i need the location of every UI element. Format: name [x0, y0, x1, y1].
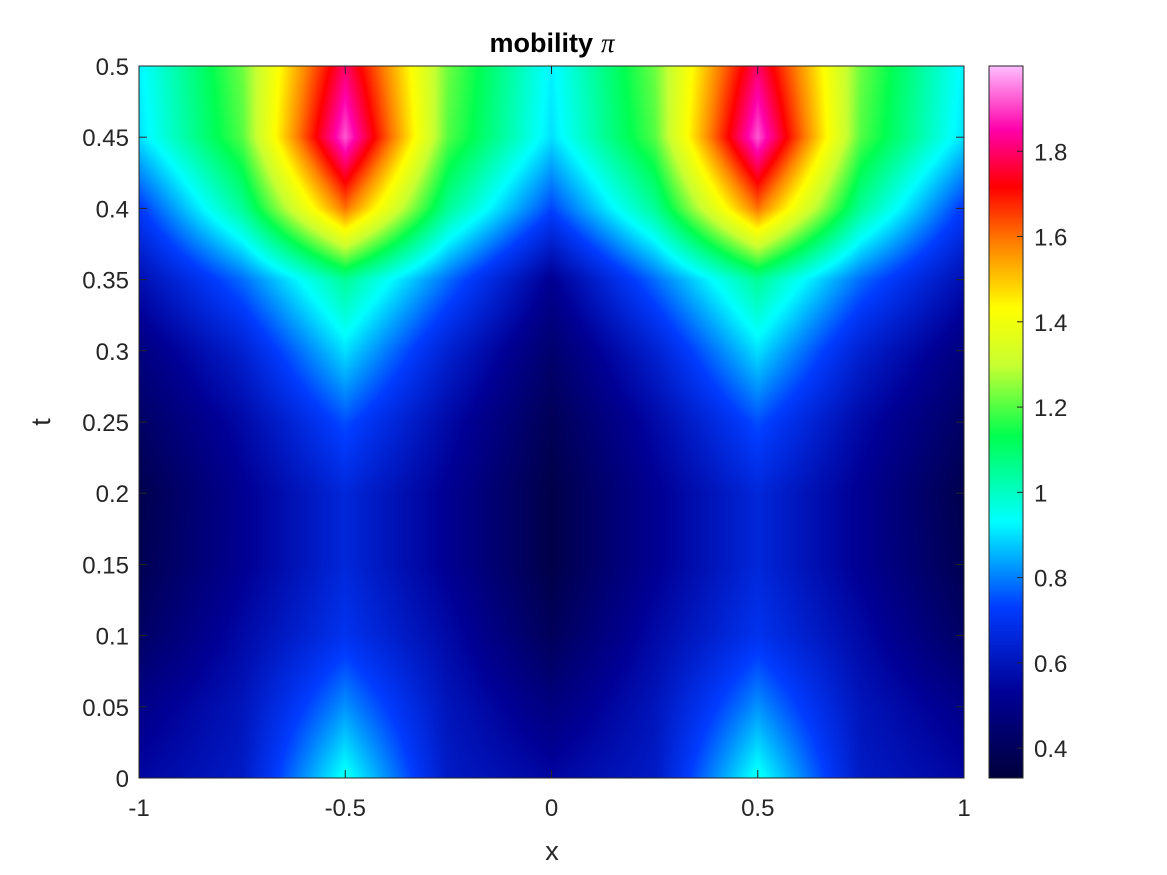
colorbar-tick-label: 1.6: [1034, 225, 1067, 252]
colorbar-tick-label: 1.4: [1034, 310, 1067, 337]
colorbar-gradient: [989, 66, 1023, 778]
y-tick-label: 0.2: [96, 481, 129, 508]
heatmap-surface: [139, 66, 964, 778]
y-tick-label: 0.15: [82, 552, 129, 579]
colorbar-frame: [988, 65, 1024, 779]
y-tick-label: 0.3: [96, 339, 129, 366]
y-tick-label: 0.05: [82, 695, 129, 722]
y-tick-label: 0.35: [82, 268, 129, 295]
x-tick-label: 0: [545, 795, 558, 822]
x-tick-label: -1: [128, 795, 149, 822]
colorbar-tick-label: 0.8: [1034, 566, 1067, 593]
y-tick-label: 0.4: [96, 196, 129, 223]
x-tick-label: -0.5: [325, 795, 366, 822]
x-axis-ticks: -1 -0.5 0 0.5 1: [128, 66, 971, 822]
chart-title-text: mobility: [489, 28, 593, 58]
chart-title: mobility π: [489, 28, 616, 58]
y-axis-ticks: 0 0.05 0.1 0.15 0.2 0.25 0.3 0.35 0.4 0.45 0.5: [82, 54, 964, 793]
colorbar-tick-label: 0.4: [1034, 736, 1067, 763]
colorbar-ticks: 0.4 0.6 0.8 1 1.2 1.4 1.6 1.8: [1017, 139, 1067, 763]
x-tick-label: 0.5: [741, 795, 774, 822]
colorbar-tick-label: 1.8: [1034, 139, 1067, 166]
y-axis-label: t: [26, 418, 56, 426]
x-tick-label: 1: [957, 795, 970, 822]
colorbar-tick-label: 1.2: [1034, 395, 1067, 422]
y-tick-label: 0.25: [82, 410, 129, 437]
y-tick-label: 0.45: [82, 125, 129, 152]
x-axis-label: x: [545, 836, 559, 866]
y-tick-label: 0: [116, 766, 129, 793]
colorbar: [988, 65, 1024, 779]
y-tick-label: 0.5: [96, 54, 129, 81]
heatmap-plot: [138, 65, 965, 779]
colorbar-tick-label: 1: [1034, 480, 1047, 507]
colorbar-tick-label: 0.6: [1034, 651, 1067, 678]
chart-title-symbol: π: [601, 28, 616, 58]
y-tick-label: 0.1: [96, 624, 129, 651]
